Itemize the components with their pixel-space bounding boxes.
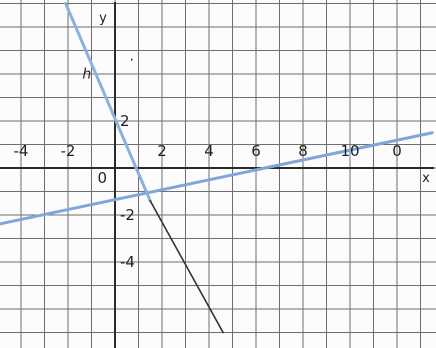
x-tick-label: 2 bbox=[157, 142, 167, 160]
annotation-label: h bbox=[82, 67, 91, 83]
annotation-label: · bbox=[129, 53, 133, 69]
y-axis-label: y bbox=[99, 11, 107, 26]
x-tick-label: 6 bbox=[251, 142, 261, 160]
series-line-3 bbox=[149, 200, 224, 334]
y-tick-label: -2 bbox=[120, 206, 135, 224]
x-tick-label: 0 bbox=[392, 142, 402, 160]
series-layer bbox=[0, 2, 434, 334]
annotations: h· bbox=[82, 53, 133, 83]
tick-labels: -4 -2 2 4 6 8 10 0 2 0 -2 -4 bbox=[14, 112, 402, 271]
x-axis-label: x bbox=[422, 171, 430, 186]
x-tick-label: -4 bbox=[14, 142, 29, 160]
x-tick-label: 10 bbox=[340, 142, 359, 160]
x-tick-label: -2 bbox=[61, 142, 76, 160]
x-tick-label: 4 bbox=[204, 142, 214, 160]
y-tick-label: 2 bbox=[120, 112, 130, 130]
series-line-2 bbox=[64, 2, 152, 203]
y-tick-label: 0 bbox=[97, 169, 107, 187]
series-line-1 bbox=[0, 131, 434, 226]
y-tick-label: -4 bbox=[120, 253, 135, 271]
x-tick-label: 8 bbox=[298, 142, 308, 160]
